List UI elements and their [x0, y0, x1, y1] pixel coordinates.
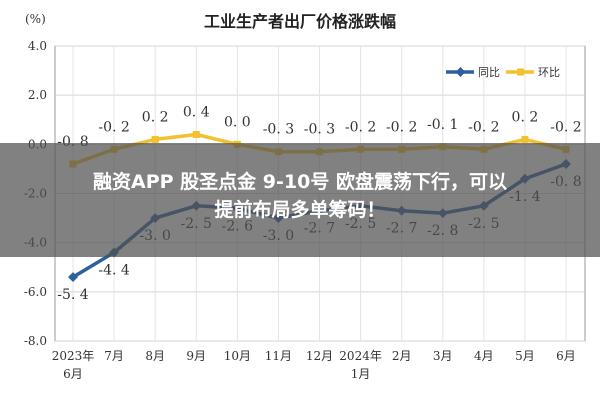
data-label: -5. 4 — [57, 287, 89, 303]
x-tick-label: 9月 — [186, 349, 206, 363]
data-label: -0. 2 — [386, 119, 417, 135]
x-tick-label: 10月 — [224, 349, 251, 363]
data-label: -0. 3 — [263, 122, 294, 138]
y-axis-unit-label: (%) — [25, 12, 46, 26]
x-tick-label: 6月 — [556, 349, 576, 363]
x-tick-label: 12月 — [306, 349, 333, 363]
data-label: -4. 4 — [98, 263, 130, 279]
x-tick-label: 2月 — [392, 349, 412, 363]
data-label: -0. 2 — [345, 119, 376, 135]
data-label: -0. 1 — [427, 117, 458, 133]
headline-text[interactable]: 融资APP 股圣点金 9-10号 欧盘震荡下行，可以 提前布局多单筹码！ — [0, 168, 600, 224]
y-tick-label: 4.0 — [28, 39, 47, 53]
x-tick-label: 4月 — [474, 349, 494, 363]
series-point — [521, 135, 529, 143]
data-label: -0. 2 — [468, 119, 499, 135]
x-tick-label: 2024年 — [339, 349, 382, 363]
y-tick-label: 2.0 — [28, 88, 47, 102]
data-label: 0. 0 — [224, 114, 251, 130]
x-tick-label: 1月 — [351, 367, 371, 381]
data-label: -0. 2 — [98, 119, 129, 135]
legend-marker — [455, 67, 466, 77]
x-tick-label: 5月 — [515, 349, 535, 363]
x-tick-label: 8月 — [145, 349, 165, 363]
series-point — [192, 131, 200, 138]
data-label: -0. 3 — [304, 122, 335, 138]
y-tick-label: -8.0 — [24, 334, 47, 348]
data-label: -0. 2 — [550, 119, 581, 135]
legend-label: 同比 — [478, 66, 500, 79]
legend-label: 环比 — [538, 66, 560, 79]
x-tick-label: 11月 — [265, 349, 292, 363]
data-label: 0. 2 — [512, 109, 539, 125]
headline-banner[interactable] — [0, 143, 600, 257]
x-tick-label: 7月 — [104, 349, 124, 363]
legend-marker — [517, 68, 524, 76]
x-tick-label: 3月 — [433, 349, 453, 363]
headline-line-1: 融资APP 股圣点金 9-10号 欧盘震荡下行，可以 — [93, 171, 507, 193]
chart-title: 工业生产者出厂价格涨跌幅 — [203, 12, 396, 31]
x-tick-label: 2023年 — [52, 349, 95, 363]
data-label: 0. 2 — [142, 109, 169, 125]
headline-line-2: 提前布局多单筹码！ — [214, 199, 386, 221]
y-tick-label: -6.0 — [24, 285, 47, 299]
series-point — [151, 135, 159, 143]
x-tick-label: 6月 — [63, 367, 83, 381]
data-label: 0. 4 — [183, 105, 210, 121]
